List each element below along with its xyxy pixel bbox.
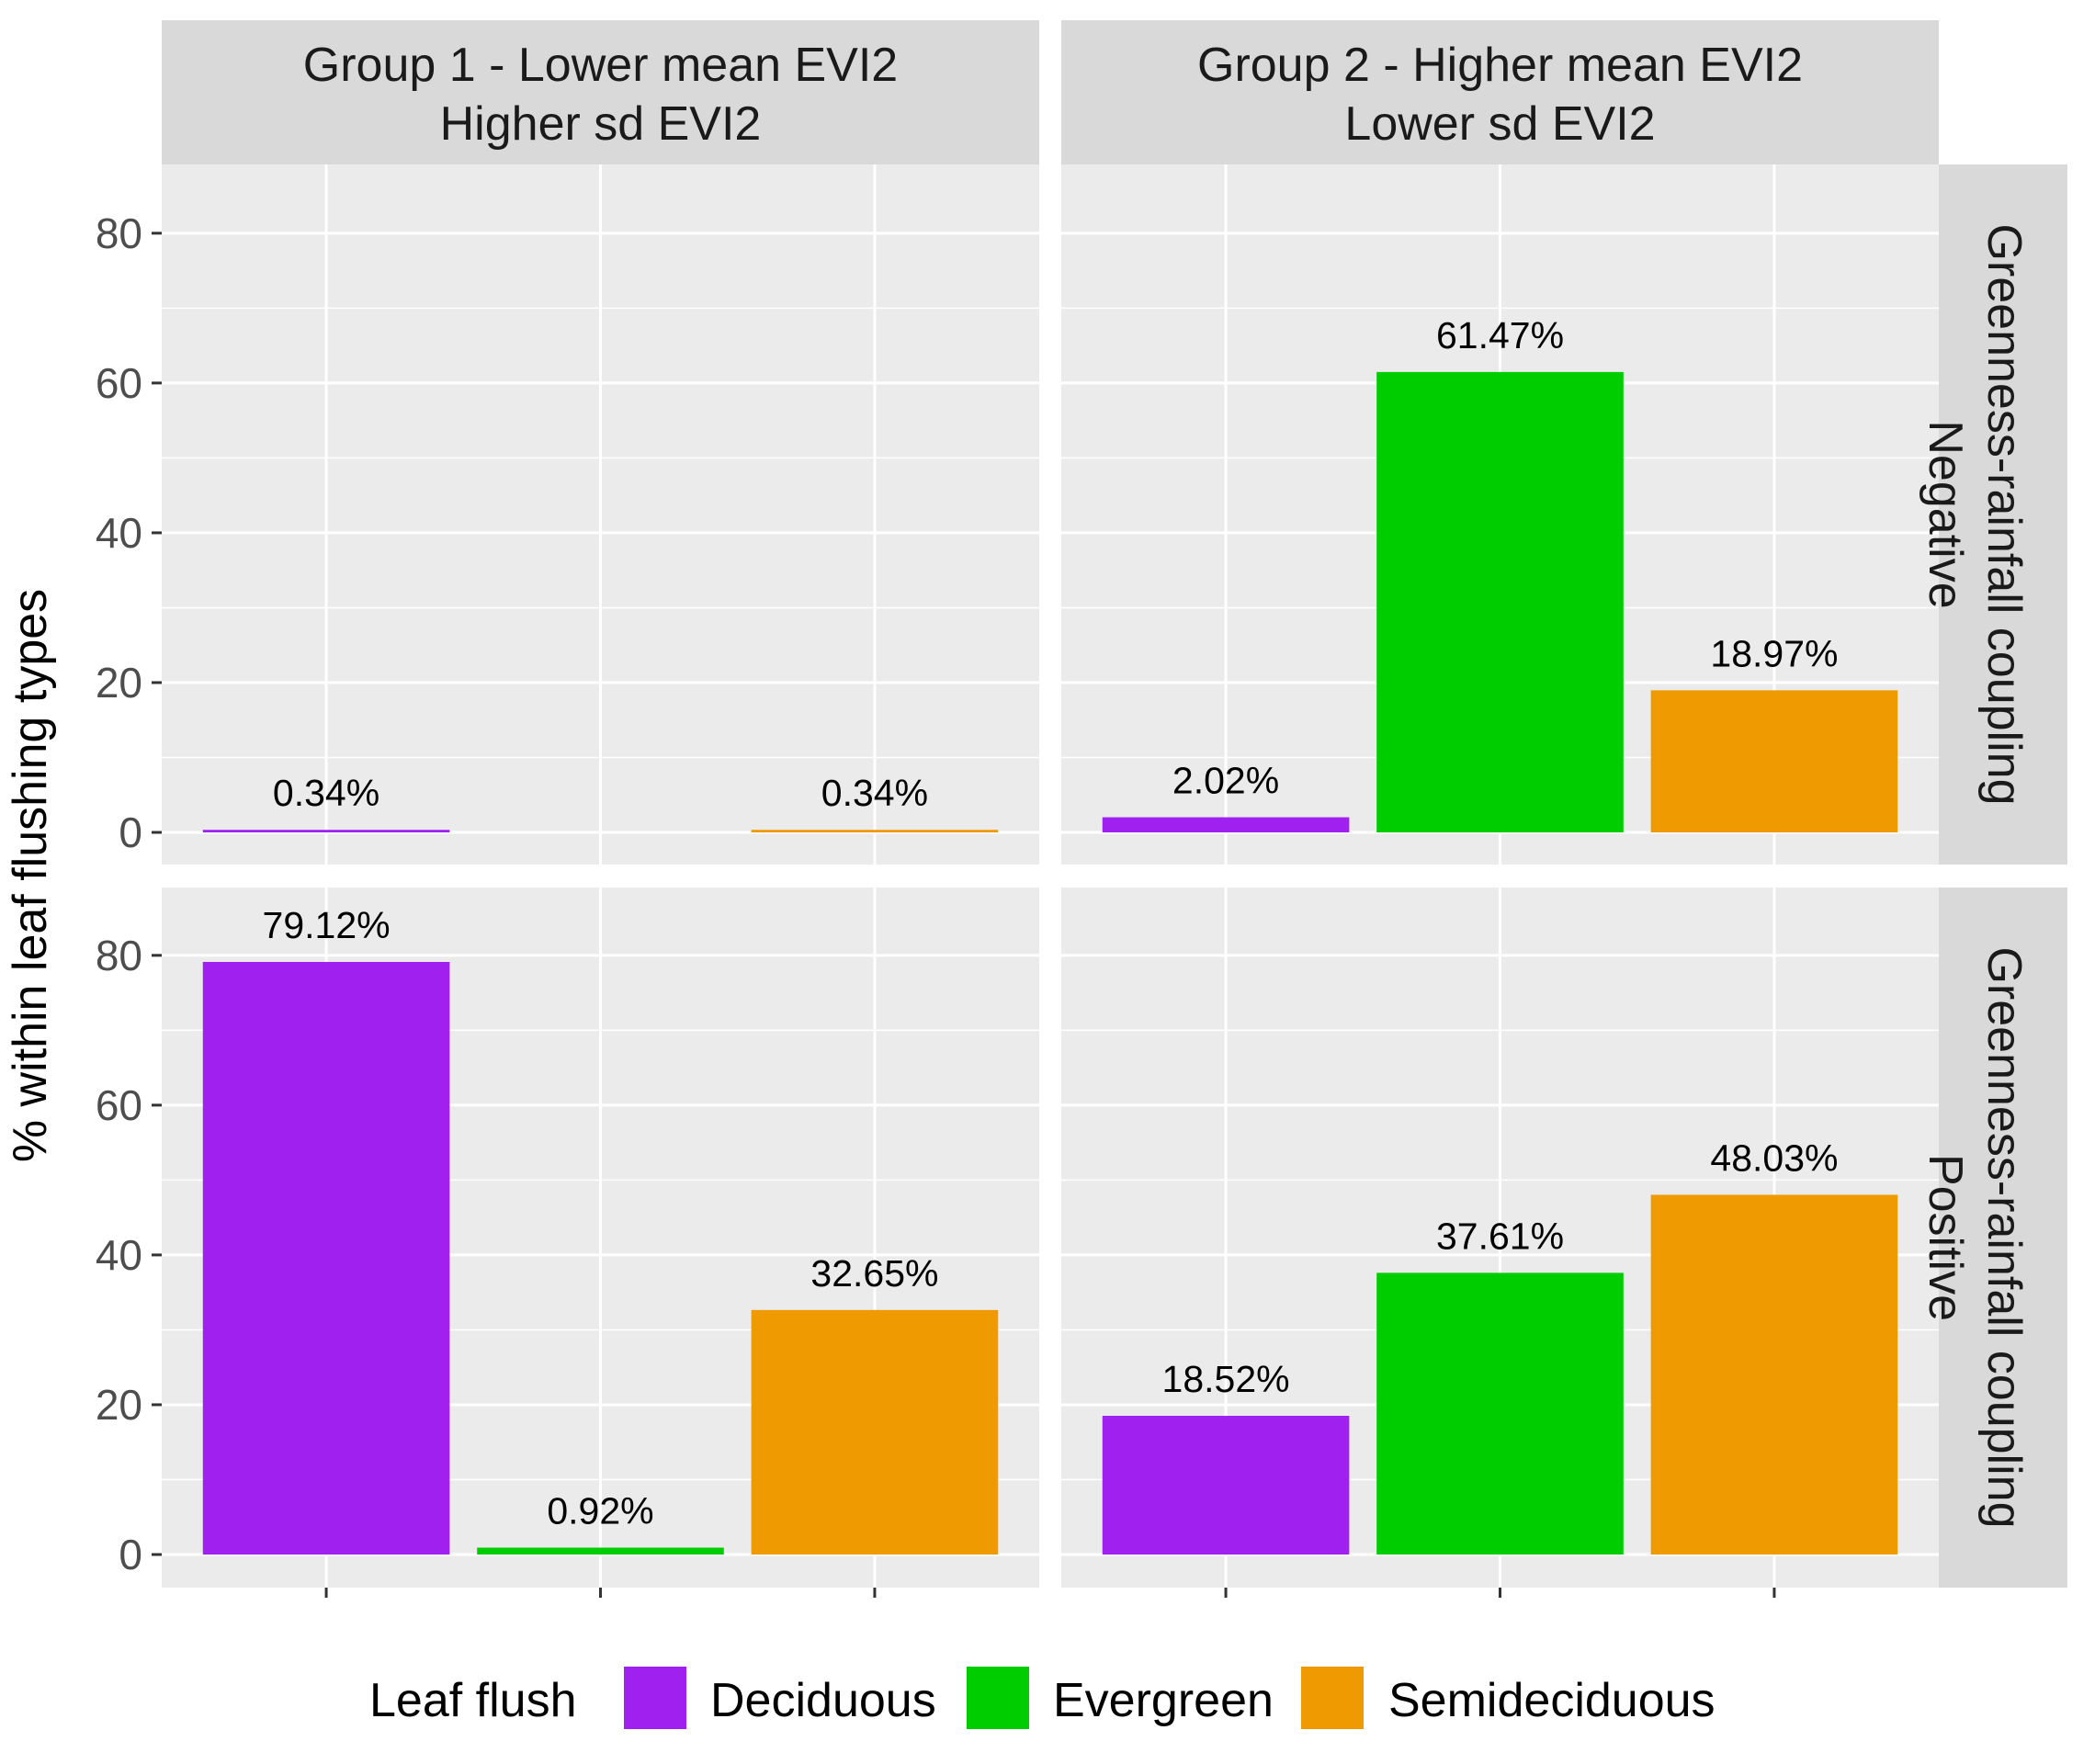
column-strip-label: Lower sd EVI2 (1344, 97, 1655, 151)
bar-semideciduous (1650, 690, 1898, 832)
bar-semideciduous (751, 1309, 999, 1555)
legend-title: Leaf flush (369, 1674, 577, 1727)
bar-evergreen (1376, 1272, 1624, 1555)
bar-value-label: 18.97% (1710, 632, 1838, 674)
bar-evergreen (1376, 371, 1624, 832)
bar-value-label: 2.02% (1172, 760, 1279, 802)
row-strip-label: Negative (1919, 420, 1972, 608)
y-tick-label: 60 (96, 1081, 142, 1129)
bar-deciduous (202, 830, 450, 832)
legend-key-evergreen (965, 1665, 1031, 1731)
row-strip-label: Positive (1919, 1154, 1972, 1321)
y-tick-label: 80 (96, 209, 142, 257)
bar-value-label: 61.47% (1436, 314, 1564, 356)
bar-value-label: 79.12% (263, 904, 391, 946)
y-axis-title: % within leaf flushing types (4, 589, 57, 1162)
bar-value-label: 32.65% (810, 1252, 938, 1295)
y-tick-label: 0 (119, 1531, 142, 1578)
bar-value-label: 0.34% (821, 772, 928, 814)
bar-deciduous (202, 962, 450, 1555)
bar-value-label: 0.92% (547, 1490, 653, 1532)
column-strip-label: Higher sd EVI2 (440, 97, 762, 151)
y-tick-label: 80 (96, 932, 142, 979)
bar-value-label: 48.03% (1710, 1136, 1838, 1179)
y-tick-label: 60 (96, 359, 142, 407)
legend-label: Evergreen (1053, 1674, 1274, 1727)
bar-semideciduous (751, 830, 999, 832)
row-strip-label: Greenness-rainfall coupling (1977, 223, 2031, 805)
row-strip-label: Greenness-rainfall coupling (1977, 946, 2031, 1528)
y-tick-label: 20 (96, 1381, 142, 1429)
legend-label: Deciduous (710, 1674, 936, 1727)
y-tick-label: 40 (96, 1231, 142, 1279)
legend-label: Semideciduous (1388, 1674, 1716, 1727)
bar-value-label: 37.61% (1436, 1215, 1564, 1257)
y-tick-label: 20 (96, 659, 142, 707)
y-tick-label: 0 (119, 808, 142, 856)
legend-key-semideciduous (1299, 1665, 1365, 1731)
column-strip-label: Group 2 - Higher mean EVI2 (1197, 39, 1803, 92)
y-tick-label: 40 (96, 509, 142, 557)
column-strip (1061, 20, 1939, 164)
bar-deciduous (1102, 817, 1350, 832)
row-strip (1939, 164, 2067, 865)
bar-value-label: 0.34% (273, 772, 379, 814)
legend-key-deciduous (622, 1665, 688, 1731)
bar-deciduous (1102, 1416, 1350, 1555)
row-strip (1939, 888, 2067, 1588)
bar-semideciduous (1650, 1194, 1898, 1555)
bar-value-label: 18.52% (1162, 1358, 1290, 1400)
bar-evergreen (477, 1547, 724, 1555)
column-strip (162, 20, 1039, 164)
column-strip-label: Group 1 - Lower mean EVI2 (303, 39, 898, 92)
